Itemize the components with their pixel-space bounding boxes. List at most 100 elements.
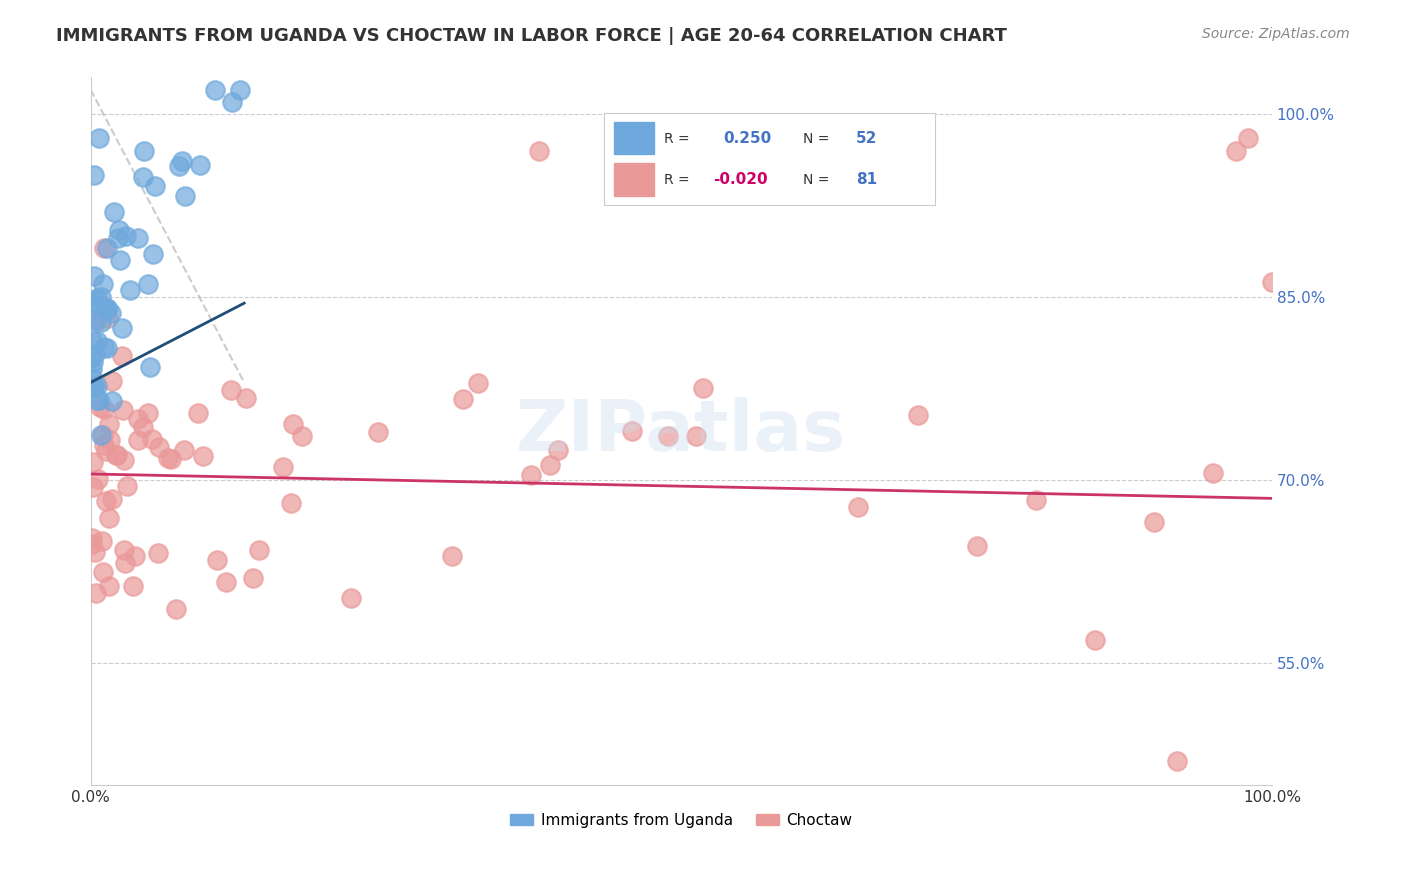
Choctaw xyxy=(157,450,180,465)
Immigrants from Uganda xyxy=(188,158,211,172)
Immigrants from Uganda xyxy=(142,246,165,260)
Immigrants from Uganda xyxy=(96,241,118,255)
Choctaw xyxy=(101,374,124,388)
Immigrants from Uganda xyxy=(115,228,138,243)
Choctaw xyxy=(91,534,114,549)
Choctaw xyxy=(112,453,135,467)
Choctaw xyxy=(98,417,121,431)
Choctaw xyxy=(94,444,117,458)
Choctaw xyxy=(242,571,264,585)
Immigrants from Uganda xyxy=(93,340,115,354)
Immigrants from Uganda xyxy=(170,153,193,168)
Immigrants from Uganda xyxy=(204,82,226,96)
Choctaw xyxy=(105,448,128,462)
Immigrants from Uganda xyxy=(80,371,103,385)
Immigrants from Uganda xyxy=(96,301,118,315)
Immigrants from Uganda xyxy=(221,95,243,109)
Immigrants from Uganda xyxy=(127,231,149,245)
Choctaw xyxy=(82,480,104,494)
Choctaw xyxy=(84,586,107,600)
Immigrants from Uganda xyxy=(87,131,110,145)
Immigrants from Uganda xyxy=(96,341,118,355)
Choctaw xyxy=(132,419,155,434)
Choctaw xyxy=(280,496,302,510)
Immigrants from Uganda xyxy=(136,277,159,291)
Choctaw xyxy=(1261,276,1284,290)
Choctaw xyxy=(84,545,107,559)
Immigrants from Uganda xyxy=(82,362,104,376)
Choctaw xyxy=(273,459,295,474)
Choctaw xyxy=(367,425,389,440)
Immigrants from Uganda xyxy=(103,204,125,219)
Choctaw xyxy=(87,472,110,486)
Immigrants from Uganda xyxy=(90,427,112,442)
Choctaw xyxy=(86,314,108,328)
Choctaw xyxy=(451,392,474,406)
Choctaw xyxy=(848,500,870,514)
Text: ZIPatlas: ZIPatlas xyxy=(516,397,846,466)
Immigrants from Uganda xyxy=(86,291,108,305)
Choctaw xyxy=(93,438,115,452)
Choctaw xyxy=(692,380,714,394)
Immigrants from Uganda xyxy=(101,393,124,408)
Choctaw xyxy=(98,433,121,447)
Immigrants from Uganda xyxy=(83,313,105,327)
Choctaw xyxy=(1237,131,1260,145)
Immigrants from Uganda xyxy=(139,360,162,375)
Choctaw xyxy=(111,349,134,363)
Text: Source: ZipAtlas.com: Source: ZipAtlas.com xyxy=(1202,27,1350,41)
Choctaw xyxy=(1166,754,1188,768)
Immigrants from Uganda xyxy=(86,379,108,393)
Immigrants from Uganda xyxy=(80,333,103,347)
Choctaw xyxy=(291,429,314,443)
Legend: Immigrants from Uganda, Choctaw: Immigrants from Uganda, Choctaw xyxy=(505,807,859,834)
Choctaw xyxy=(89,400,111,414)
Immigrants from Uganda xyxy=(86,392,108,407)
Immigrants from Uganda xyxy=(96,301,118,316)
Choctaw xyxy=(101,492,124,507)
Choctaw xyxy=(907,409,929,423)
Immigrants from Uganda xyxy=(93,277,115,291)
Choctaw xyxy=(281,417,304,432)
Choctaw xyxy=(173,443,195,458)
Choctaw xyxy=(538,458,561,473)
Choctaw xyxy=(114,557,136,571)
Immigrants from Uganda xyxy=(83,380,105,394)
Choctaw xyxy=(112,402,135,417)
Choctaw xyxy=(82,455,104,469)
Choctaw xyxy=(80,531,103,545)
Immigrants from Uganda xyxy=(174,189,197,203)
Choctaw xyxy=(124,549,146,563)
Choctaw xyxy=(340,591,363,605)
Choctaw xyxy=(148,546,170,560)
Choctaw xyxy=(96,311,118,326)
Immigrants from Uganda xyxy=(86,334,108,348)
Choctaw xyxy=(141,432,163,446)
Choctaw xyxy=(127,412,149,426)
Immigrants from Uganda xyxy=(83,168,105,182)
Choctaw xyxy=(96,494,118,508)
Choctaw xyxy=(1143,515,1166,529)
Choctaw xyxy=(441,549,464,563)
Choctaw xyxy=(160,451,183,466)
Choctaw xyxy=(215,574,238,589)
Immigrants from Uganda xyxy=(167,159,190,173)
Choctaw xyxy=(966,539,988,553)
Choctaw xyxy=(1202,466,1225,480)
Immigrants from Uganda xyxy=(229,82,252,96)
Choctaw xyxy=(121,579,143,593)
Choctaw xyxy=(467,376,489,390)
Immigrants from Uganda xyxy=(132,169,155,184)
Choctaw xyxy=(112,542,135,557)
Immigrants from Uganda xyxy=(111,321,134,335)
Choctaw xyxy=(621,425,644,439)
Choctaw xyxy=(127,433,149,447)
Text: IMMIGRANTS FROM UGANDA VS CHOCTAW IN LABOR FORCE | AGE 20-64 CORRELATION CHART: IMMIGRANTS FROM UGANDA VS CHOCTAW IN LAB… xyxy=(56,27,1007,45)
Immigrants from Uganda xyxy=(80,351,103,365)
Choctaw xyxy=(529,144,551,158)
Choctaw xyxy=(187,406,209,420)
Immigrants from Uganda xyxy=(108,252,131,267)
Choctaw xyxy=(115,479,138,493)
Choctaw xyxy=(1025,493,1047,508)
Immigrants from Uganda xyxy=(100,306,122,320)
